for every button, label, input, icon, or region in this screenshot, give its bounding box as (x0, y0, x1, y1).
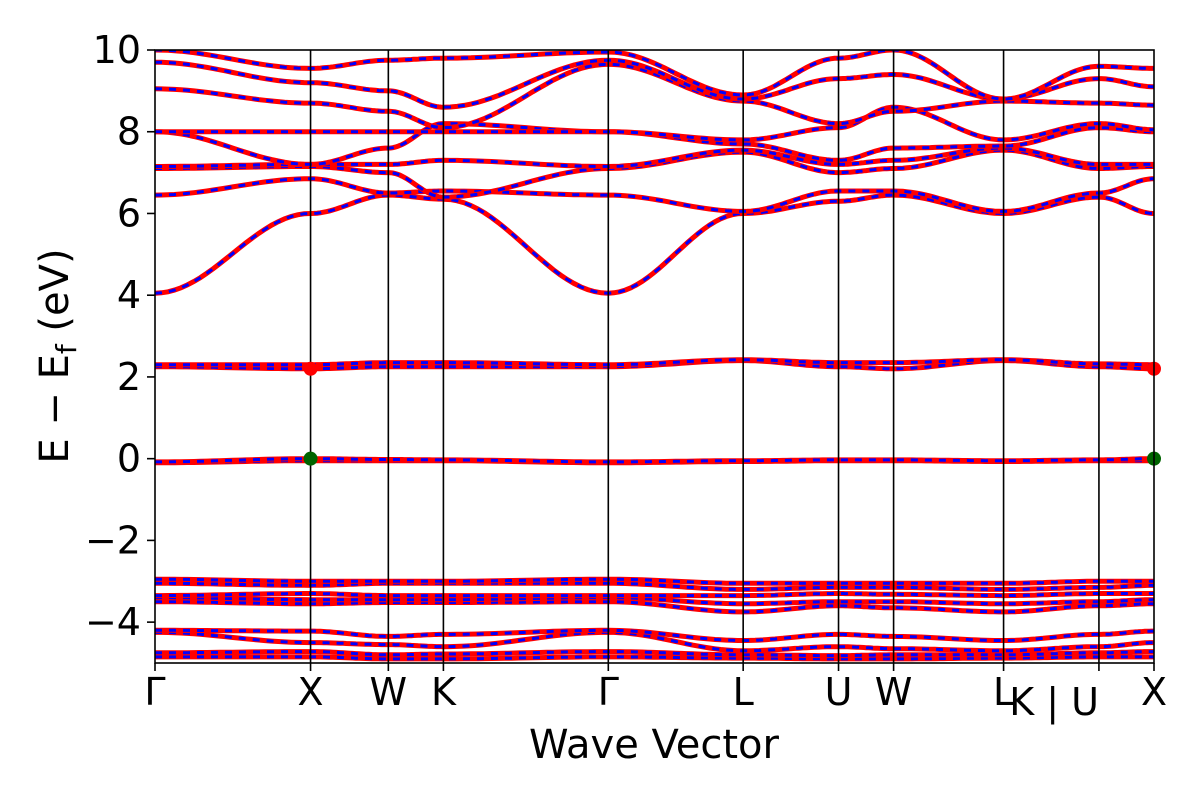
x-tick-label-0: Γ (144, 670, 165, 714)
x-tick-label-10: X (1141, 670, 1167, 714)
band-spin-down-cb5 (155, 122, 1154, 166)
y-tick-label-1: 8 (117, 110, 141, 154)
kpoint-divider-lines (309, 50, 1100, 663)
band-spin-down-cb9 (155, 50, 1154, 101)
y-axis-label: E − Ef (eV) (32, 248, 83, 463)
y-tick-label-4: 2 (117, 355, 141, 399)
x-tick-label-3: K (431, 670, 457, 714)
y-tick-label-2: 6 (117, 191, 141, 235)
band-edge-marker-2 (303, 361, 318, 376)
x-tick-label-1: X (298, 670, 324, 714)
y-tick-label-5: 0 (117, 437, 141, 481)
y-tick-label-6: −2 (85, 518, 141, 562)
x-tick-label-7: W (875, 670, 913, 714)
plot-frame (154, 49, 1155, 664)
band-edge-marker-0 (303, 451, 318, 466)
x-axis-label: Wave Vector (529, 722, 780, 768)
band-edge-markers (303, 361, 1161, 466)
y-tick-label-0: 10 (93, 28, 141, 72)
y-axis-ticks: 10 8 6 4 2 0 −2 −4 (85, 28, 155, 644)
y-tick-label-7: −4 (85, 600, 141, 644)
y-axis-label-main: E − E (32, 354, 78, 464)
y-axis-label-unit: (eV) (32, 248, 78, 344)
x-tick-label-2: W (370, 670, 408, 714)
x-tick-label-4: Γ (598, 670, 619, 714)
x-tick-label-6: U (825, 670, 853, 714)
y-axis-label-subscript: f (50, 343, 83, 354)
x-tick-label-5: L (733, 670, 754, 714)
band-spin-down-cb7 (155, 62, 1154, 130)
x-tick-label-8: L (993, 670, 1014, 714)
x-tick-label-9: K | U (1009, 680, 1099, 725)
y-tick-label-3: 4 (117, 273, 141, 317)
